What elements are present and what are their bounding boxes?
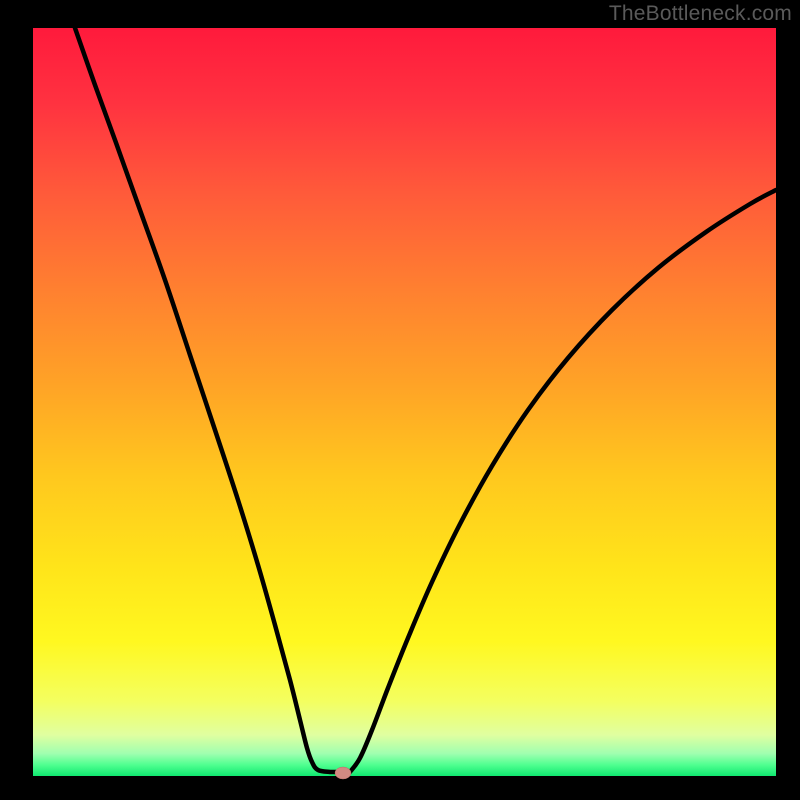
watermark-text: TheBottleneck.com	[609, 2, 792, 26]
plot-background	[33, 28, 776, 776]
optimal-point-marker	[335, 767, 351, 779]
bottleneck-chart	[0, 0, 800, 800]
